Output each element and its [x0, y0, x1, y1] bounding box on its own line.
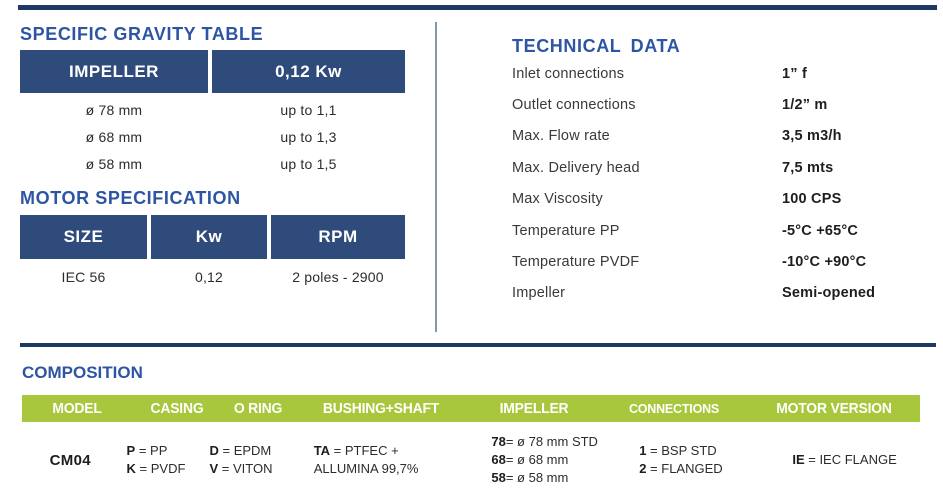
- tech-data-row: Temperature PP -5°C +65°C: [512, 215, 912, 246]
- motor-specification-title: MOTOR SPECIFICATION: [20, 188, 241, 208]
- tech-label: Max. Delivery head: [512, 159, 640, 176]
- tech-value: 1/2” m: [782, 97, 828, 114]
- gravity-value: up to 1,5: [280, 155, 337, 172]
- tech-value: Semi-opened: [782, 285, 876, 302]
- table-row: IEC 56 0,12 2 poles - 2900: [20, 263, 405, 290]
- tech-label: Max. Flow rate: [512, 128, 610, 145]
- header-cell-kw: Kw: [151, 215, 267, 259]
- casing-cell: P = PP K = PVDF: [119, 429, 206, 491]
- tech-value: -10°C +90°C: [782, 254, 867, 271]
- header-cell-casing: CASING: [150, 400, 204, 417]
- header-cell-rpm: RPM: [271, 215, 405, 259]
- composition-divider-rule: [20, 343, 936, 347]
- impeller-diameter: ø 58 mm: [85, 155, 143, 172]
- impeller-diameter: ø 78 mm: [85, 101, 143, 118]
- motor-version-cell: IE = IEC FLANGE: [769, 429, 920, 491]
- motor-version-option: IE = IEC FLANGE: [792, 452, 897, 467]
- model-code: CM04: [49, 451, 91, 469]
- table-row: ø 68 mm up to 1,3: [20, 123, 405, 150]
- connections-option: 1 = BSP STD: [639, 443, 717, 458]
- impeller-option: 68= ø 68 mm: [491, 452, 569, 467]
- header-gap: [147, 215, 151, 259]
- table-row: ø 78 mm up to 1,1: [20, 96, 405, 123]
- tech-data-row: Temperature PVDF -10°C +90°C: [512, 246, 912, 277]
- tech-data-row: Max Viscosity 100 CPS: [512, 184, 912, 215]
- specific-gravity-table: IMPELLER 0,12 Kw ø 78 mm up to 1,1 ø 68 …: [20, 50, 405, 177]
- tech-label: Impeller: [512, 285, 566, 302]
- motor-kw: 0,12: [194, 268, 224, 285]
- header-gap: [267, 215, 271, 259]
- header-cell-o-ring: O RING: [233, 400, 283, 417]
- bushing-shaft-option: TA = PTFEC +: [313, 443, 399, 458]
- casing-option: P = PP: [126, 443, 168, 458]
- tech-label: Inlet connections: [512, 65, 625, 82]
- tech-value: 1” f: [782, 65, 807, 82]
- impeller-option: 78= ø 78 mm STD: [491, 434, 598, 449]
- gravity-value: up to 1,3: [280, 128, 337, 145]
- specific-gravity-title: SPECIFIC GRAVITY TABLE: [20, 24, 264, 44]
- header-cell-impeller: IMPELLER: [20, 50, 208, 93]
- tech-value: 3,5 m3/h: [782, 128, 842, 145]
- motor-spec-header-row: SIZE Kw RPM: [20, 215, 405, 259]
- o-ring-cell: D = EPDM V = VITON: [206, 429, 273, 491]
- tech-data-row: Impeller Semi-opened: [512, 278, 912, 309]
- specific-gravity-header-row: IMPELLER 0,12 Kw: [20, 50, 405, 93]
- tech-label: Temperature PVDF: [512, 254, 640, 271]
- header-cell-impeller: IMPELLER: [499, 400, 569, 417]
- composition-header-row: MODEL CASING O RING BUSHING+SHAFT IMPELL…: [22, 395, 920, 422]
- bushing-shaft-option: ALLUMINA 99,7%: [313, 461, 419, 476]
- header-cell-connections: CONNECTIONS: [628, 401, 720, 416]
- motor-size: IEC 56: [61, 268, 106, 285]
- tech-label: Outlet connections: [512, 97, 636, 114]
- tech-data-row: Inlet connections 1” f: [512, 58, 912, 89]
- model-cell: CM04: [22, 429, 119, 491]
- connections-cell: 1 = BSP STD 2 = FLANGED: [607, 429, 769, 491]
- header-cell-size: SIZE: [20, 215, 147, 259]
- tech-value: 7,5 mts: [782, 159, 834, 176]
- motor-specification-table: SIZE Kw RPM IEC 56 0,12 2 poles - 2900: [20, 215, 405, 290]
- column-divider: [435, 22, 437, 332]
- connections-option: 2 = FLANGED: [639, 461, 723, 476]
- top-divider-rule: [18, 5, 937, 10]
- o-ring-option: D = EPDM: [209, 443, 272, 458]
- composition-body-row: CM04 P = PP K = PVDF D = EPDM V = VITON …: [22, 429, 920, 491]
- tech-data-row: Max. Flow rate 3,5 m3/h: [512, 121, 912, 152]
- technical-data-list: Inlet connections 1” f Outlet connection…: [512, 58, 912, 309]
- header-cell-motor-version: MOTOR VERSION: [776, 400, 892, 417]
- casing-option: K = PVDF: [126, 461, 186, 476]
- tech-data-row: Outlet connections 1/2” m: [512, 89, 912, 120]
- motor-rpm: 2 poles - 2900: [292, 268, 384, 285]
- tech-value: 100 CPS: [782, 191, 842, 208]
- technical-data-title: TECHNICAL DATA: [512, 36, 681, 56]
- tech-label: Temperature PP: [512, 222, 620, 239]
- header-cell-bushing-shaft: BUSHING+SHAFT: [322, 400, 440, 417]
- tech-value: -5°C +65°C: [782, 222, 859, 239]
- tech-data-row: Max. Delivery head 7,5 mts: [512, 152, 912, 183]
- table-row: ø 58 mm up to 1,5: [20, 150, 405, 177]
- header-gap: [208, 50, 212, 93]
- header-cell-model: MODEL: [52, 400, 102, 417]
- o-ring-option: V = VITON: [209, 461, 273, 476]
- composition-title: COMPOSITION: [22, 363, 143, 382]
- impeller-cell: 78= ø 78 mm STD 68= ø 68 mm 58= ø 58 mm: [466, 429, 607, 491]
- impeller-diameter: ø 68 mm: [85, 128, 143, 145]
- tech-label: Max Viscosity: [512, 191, 603, 208]
- header-cell-kw: 0,12 Kw: [212, 50, 405, 93]
- gravity-value: up to 1,1: [280, 101, 337, 118]
- impeller-option: 58= ø 58 mm: [491, 470, 569, 485]
- bushing-shaft-cell: TA = PTFEC + ALLUMINA 99,7%: [273, 429, 467, 491]
